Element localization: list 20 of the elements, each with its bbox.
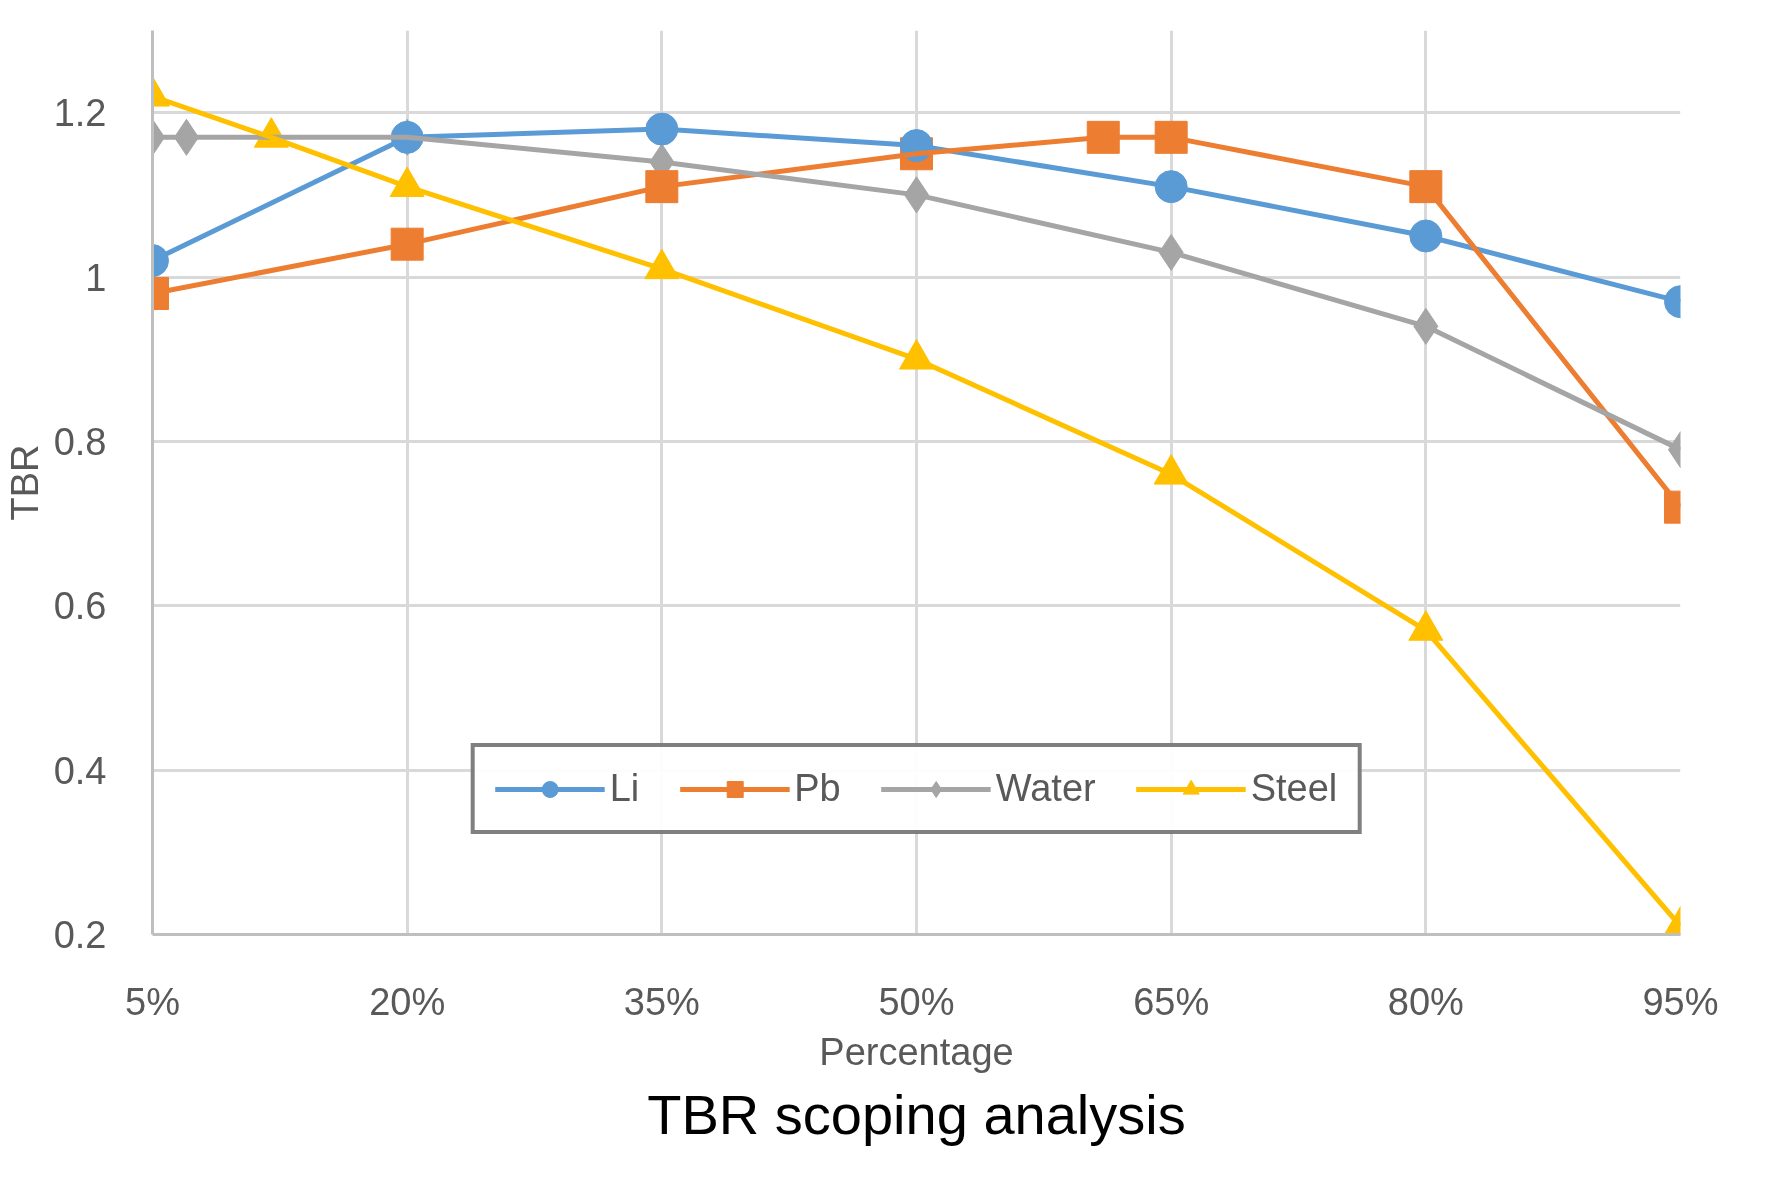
y-tick-label: 1 bbox=[85, 256, 107, 299]
y-tick-label: 0.6 bbox=[53, 585, 107, 628]
x-tick-label: 95% bbox=[1642, 980, 1719, 1023]
y-tick-label: 0.8 bbox=[53, 420, 107, 463]
x-tick-label: 5% bbox=[125, 980, 180, 1023]
x-tick-label: 65% bbox=[1133, 980, 1210, 1023]
legend-label: Steel bbox=[1250, 767, 1338, 810]
x-tick-label: 50% bbox=[878, 980, 955, 1023]
x-tick-label: 35% bbox=[623, 980, 700, 1023]
x-tick-label: 20% bbox=[369, 980, 446, 1023]
legend-label: Pb bbox=[794, 767, 841, 810]
x-tick-label: 80% bbox=[1387, 980, 1464, 1023]
legend-label: Li bbox=[609, 767, 640, 810]
text: TBR scoping analysis bbox=[647, 1082, 1186, 1146]
x-axis-title: Percentage bbox=[819, 1030, 1014, 1073]
y-tick-label: 0.4 bbox=[53, 749, 107, 792]
y-axis-title: TBR bbox=[3, 444, 46, 521]
y-tick-label: 1.2 bbox=[53, 92, 107, 135]
legend-label: Water bbox=[995, 767, 1096, 810]
y-tick-label: 0.2 bbox=[53, 914, 107, 956]
